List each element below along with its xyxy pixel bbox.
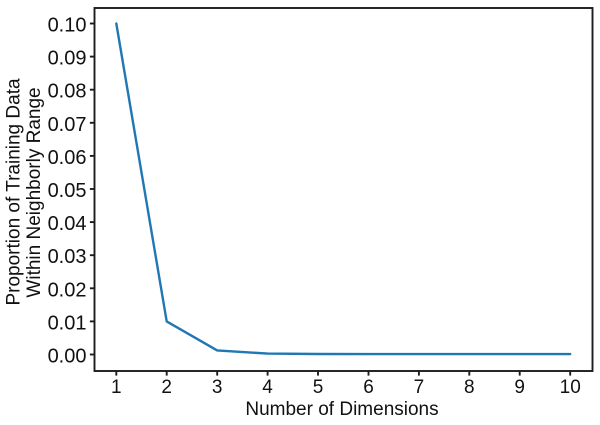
svg-text:4: 4: [262, 377, 273, 398]
svg-text:2: 2: [161, 377, 172, 398]
svg-text:3: 3: [212, 377, 223, 398]
svg-text:0.10: 0.10: [48, 15, 87, 37]
svg-text:0.08: 0.08: [48, 81, 87, 103]
svg-text:0.06: 0.06: [48, 147, 87, 169]
svg-text:0.02: 0.02: [48, 279, 87, 301]
svg-text:Proportion of Training Data: Proportion of Training Data: [4, 78, 25, 306]
svg-text:6: 6: [363, 377, 374, 398]
svg-text:0.00: 0.00: [48, 346, 87, 368]
svg-text:0.09: 0.09: [48, 48, 87, 70]
svg-text:0.01: 0.01: [48, 312, 87, 334]
svg-text:0.07: 0.07: [48, 114, 87, 136]
svg-text:Number of Dimensions: Number of Dimensions: [245, 399, 438, 420]
svg-text:7: 7: [414, 377, 425, 398]
svg-text:8: 8: [464, 377, 475, 398]
svg-text:9: 9: [514, 377, 525, 398]
svg-text:5: 5: [313, 377, 324, 398]
svg-text:10: 10: [560, 377, 581, 398]
svg-text:0.05: 0.05: [48, 180, 87, 202]
svg-text:0.04: 0.04: [48, 213, 87, 235]
svg-text:Within Neighborly Range: Within Neighborly Range: [24, 87, 45, 297]
svg-text:0.03: 0.03: [48, 246, 87, 268]
svg-text:1: 1: [111, 377, 122, 398]
